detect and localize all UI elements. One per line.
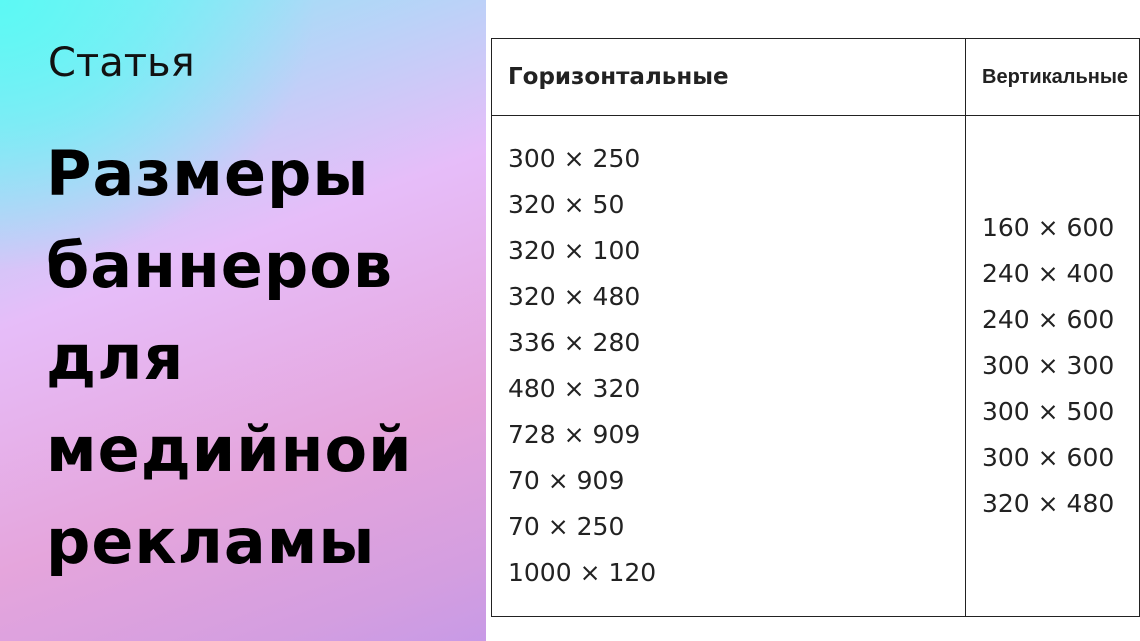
- list-item: 728 × 909: [508, 420, 641, 449]
- list-item: 320 × 50: [508, 190, 625, 219]
- list-item: 300 × 500: [982, 397, 1115, 426]
- list-item: 300 × 250: [508, 144, 641, 173]
- list-item: 70 × 250: [508, 512, 625, 541]
- list-item: 336 × 280: [508, 328, 641, 357]
- list-item: 320 × 480: [982, 489, 1115, 518]
- list-item: 300 × 600: [982, 443, 1115, 472]
- title-line: для: [46, 321, 185, 394]
- list-item: 300 × 300: [982, 351, 1115, 380]
- table-row: 300 × 250 320 × 50 320 × 100 320 × 480 3…: [491, 115, 1140, 617]
- list-item: 1000 × 120: [508, 558, 657, 587]
- table-header-row: Горизонтальные Вертикальные: [491, 38, 1140, 116]
- horizontal-sizes-cell: 300 × 250 320 × 50 320 × 100 320 × 480 3…: [491, 115, 966, 617]
- page-title: Размеры баннеров для медийной рекламы: [46, 128, 413, 588]
- list-item: 320 × 100: [508, 236, 641, 265]
- list-item: 480 × 320: [508, 374, 641, 403]
- title-line: рекламы: [46, 505, 376, 578]
- title-line: Размеры: [46, 137, 370, 210]
- list-item: 160 × 600: [982, 213, 1115, 242]
- list-item: 70 × 909: [508, 466, 625, 495]
- header-horizontal: Горизонтальные: [491, 38, 966, 116]
- vertical-sizes-cell: 160 × 600 240 × 400 240 × 600 300 × 300 …: [965, 115, 1140, 617]
- header-vertical: Вертикальные: [965, 38, 1140, 116]
- list-item: 320 × 480: [508, 282, 641, 311]
- kicker-label: Статья: [48, 40, 195, 86]
- list-item: 240 × 600: [982, 305, 1115, 334]
- title-line: баннеров: [46, 229, 394, 302]
- cover-panel: Статья Размеры баннеров для медийной рек…: [0, 0, 486, 641]
- title-line: медийной: [46, 413, 413, 486]
- banner-sizes-table: Горизонтальные Вертикальные 300 × 250 32…: [491, 38, 1140, 617]
- list-item: 240 × 400: [982, 259, 1115, 288]
